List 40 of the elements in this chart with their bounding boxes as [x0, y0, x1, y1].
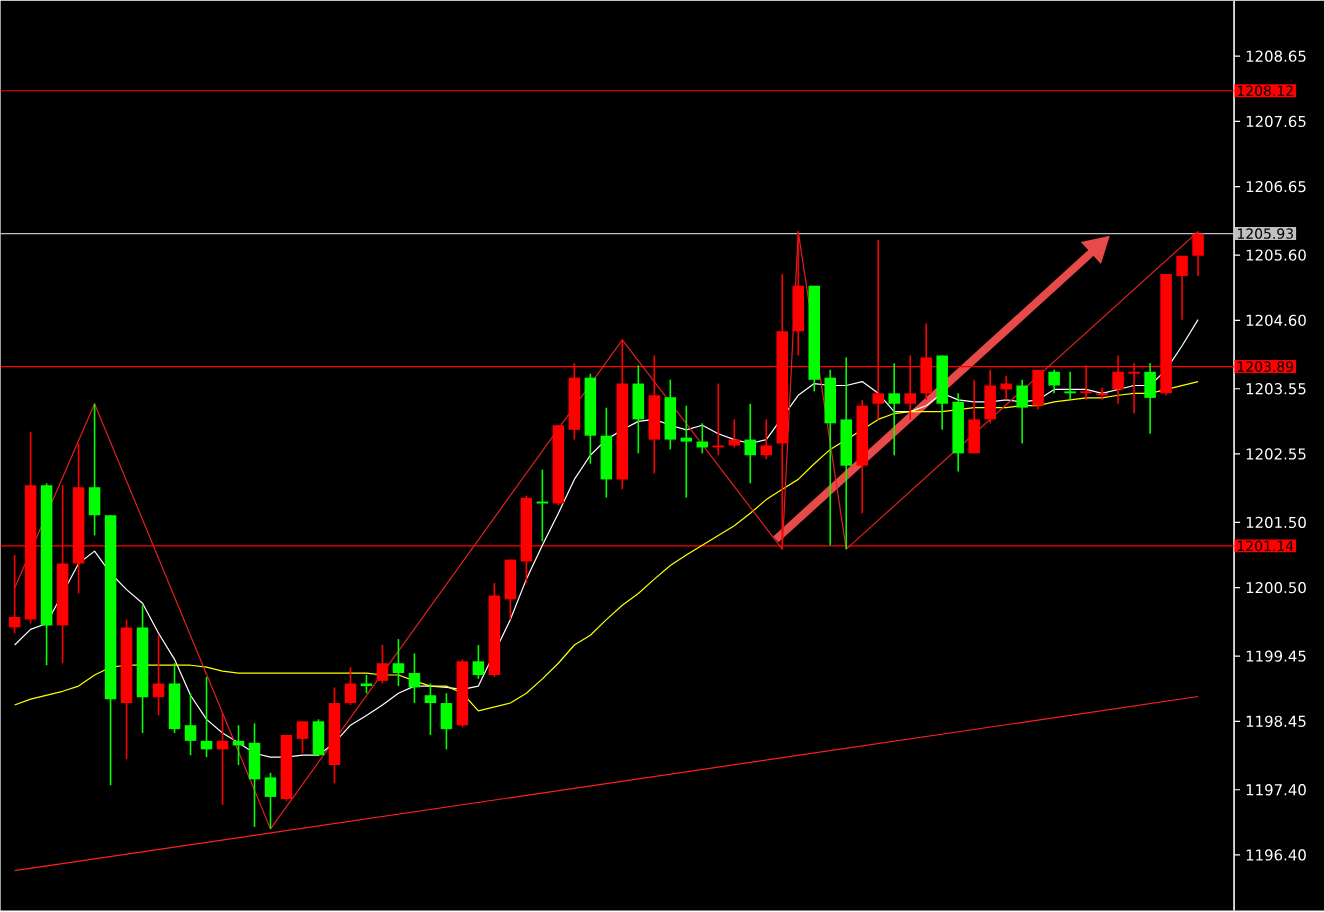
- candlestick: [1064, 371, 1076, 402]
- candlestick: [840, 357, 852, 551]
- candlestick: [760, 419, 773, 461]
- candlestick: [344, 666, 357, 707]
- candlestick: [312, 718, 325, 757]
- candlestick: [1192, 231, 1204, 278]
- candlestick: [1016, 379, 1028, 445]
- candlestick: [184, 692, 197, 757]
- candlestick: [1144, 362, 1156, 435]
- candlestick: [264, 772, 277, 831]
- candlestick: [216, 712, 229, 806]
- candlestick: [1176, 255, 1188, 321]
- candlestick: [888, 362, 900, 457]
- candlestick: [680, 405, 693, 499]
- candlestick: [792, 231, 805, 357]
- candlestick: [968, 379, 980, 455]
- candlestick: [408, 653, 421, 705]
- candlestick: [600, 407, 613, 499]
- candlestick: [424, 683, 437, 737]
- candlestick: [168, 662, 181, 735]
- candlestick: [1048, 369, 1060, 395]
- candlestick: [8, 554, 21, 635]
- candlestick: [632, 364, 645, 455]
- candlestick: [360, 674, 373, 695]
- candlestick: [504, 559, 517, 621]
- candlestick: [88, 403, 101, 537]
- candlestick: [296, 720, 309, 755]
- candlestick: [536, 469, 549, 543]
- candlestick: [248, 722, 261, 829]
- candlestick: [1096, 387, 1108, 402]
- candlestick: [200, 676, 213, 759]
- candlestick: [392, 638, 405, 688]
- candlestick: [472, 644, 485, 681]
- candlestick: [152, 634, 165, 717]
- candlestick: [664, 379, 677, 451]
- candlestick: [744, 403, 757, 485]
- candlestick: [824, 369, 836, 547]
- candlestick: [712, 383, 725, 457]
- candlestick: [376, 644, 389, 685]
- candlestick: [440, 692, 453, 751]
